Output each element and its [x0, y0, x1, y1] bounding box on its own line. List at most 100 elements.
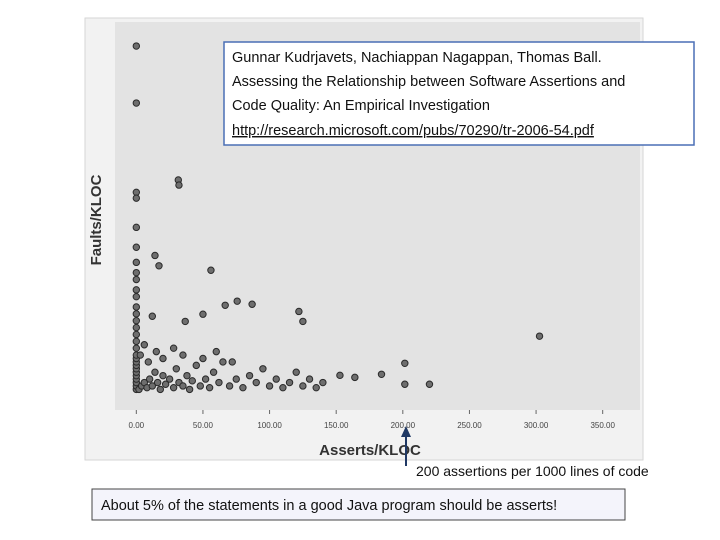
point [201, 375, 210, 383]
citation-line: Assessing the Relationship between Softw… [232, 74, 625, 90]
point [132, 317, 141, 325]
citation-link[interactable]: http://research.microsoft.com/pubs/70290… [232, 123, 595, 139]
point [205, 383, 214, 392]
point [155, 262, 163, 270]
point [535, 332, 544, 340]
point [212, 347, 220, 356]
point [151, 368, 159, 376]
citation-line: Gunnar Kudrjavets, Nachiappan Nagappan, … [232, 50, 602, 66]
point [188, 377, 196, 385]
note-box [91, 488, 626, 521]
x-tick-label: 350.00 [590, 421, 615, 430]
x-tick-label: 300.00 [524, 421, 549, 430]
point [132, 99, 141, 107]
point [132, 258, 141, 267]
point [336, 371, 344, 380]
point [159, 354, 167, 363]
point [148, 382, 157, 390]
point [192, 361, 200, 370]
point [165, 375, 174, 383]
annotation: 200 assertions per 1000 lines of code [416, 463, 649, 479]
point [132, 303, 141, 311]
point [279, 383, 287, 392]
point [272, 375, 280, 383]
x-tick-label: 150.00 [324, 421, 349, 430]
x-tick-label: 200.00 [391, 421, 416, 430]
point [248, 300, 256, 308]
point [132, 275, 141, 284]
x-axis-label: Asserts/KLOC [319, 442, 421, 459]
point [152, 347, 161, 356]
point [132, 223, 141, 232]
point [161, 380, 170, 388]
point [221, 301, 229, 309]
x-tick-label: 100.00 [257, 421, 282, 430]
point [151, 251, 159, 260]
x-tick-label: 250.00 [457, 421, 482, 430]
point [245, 371, 254, 380]
point [132, 292, 141, 301]
x-tick-label: 50.00 [193, 421, 214, 430]
point [225, 382, 234, 390]
x-tick-label: 0.00 [129, 421, 145, 430]
point [148, 312, 157, 320]
point [215, 378, 223, 387]
point [132, 310, 141, 318]
annotation-arrowhead [401, 426, 411, 437]
point [169, 344, 178, 352]
point [312, 383, 320, 392]
point [144, 358, 153, 366]
point [175, 181, 183, 189]
point [199, 310, 207, 318]
point [319, 378, 327, 387]
point [179, 382, 187, 390]
point [209, 368, 218, 376]
point [265, 382, 274, 390]
point [183, 371, 191, 380]
point [132, 330, 141, 339]
point [136, 351, 145, 359]
point [305, 375, 314, 383]
point [132, 323, 141, 332]
point [132, 268, 141, 277]
point [252, 378, 260, 387]
point [228, 358, 236, 366]
point [199, 354, 207, 363]
point [285, 378, 294, 387]
point [156, 385, 165, 394]
point [179, 351, 187, 359]
citation-box [223, 41, 695, 146]
point [132, 194, 141, 202]
point [401, 380, 409, 388]
point [181, 317, 189, 326]
y-axis-label: Faults/KLOC [88, 174, 105, 265]
point [292, 368, 300, 376]
point [132, 42, 141, 50]
point [132, 243, 141, 251]
point [232, 375, 240, 383]
point [132, 344, 141, 352]
point [169, 383, 178, 392]
point [196, 382, 204, 390]
point [172, 365, 180, 373]
point [239, 383, 247, 392]
point [153, 378, 162, 387]
point [132, 337, 141, 346]
point [219, 358, 227, 366]
point [377, 370, 386, 378]
point [299, 317, 307, 326]
point [233, 297, 241, 305]
note: About 5% of the statements in a good Jav… [101, 498, 557, 514]
point [425, 380, 434, 388]
point [401, 359, 409, 368]
point [132, 286, 141, 294]
point [140, 341, 149, 349]
citation-line: Code Quality: An Empirical Investigation [232, 98, 490, 114]
point [159, 371, 167, 380]
marks: 0.00 50.00 100.00 150.00 200.00 250.00 300.00 3… [129, 42, 615, 430]
point [145, 375, 154, 383]
point [207, 266, 215, 274]
point [351, 373, 359, 382]
